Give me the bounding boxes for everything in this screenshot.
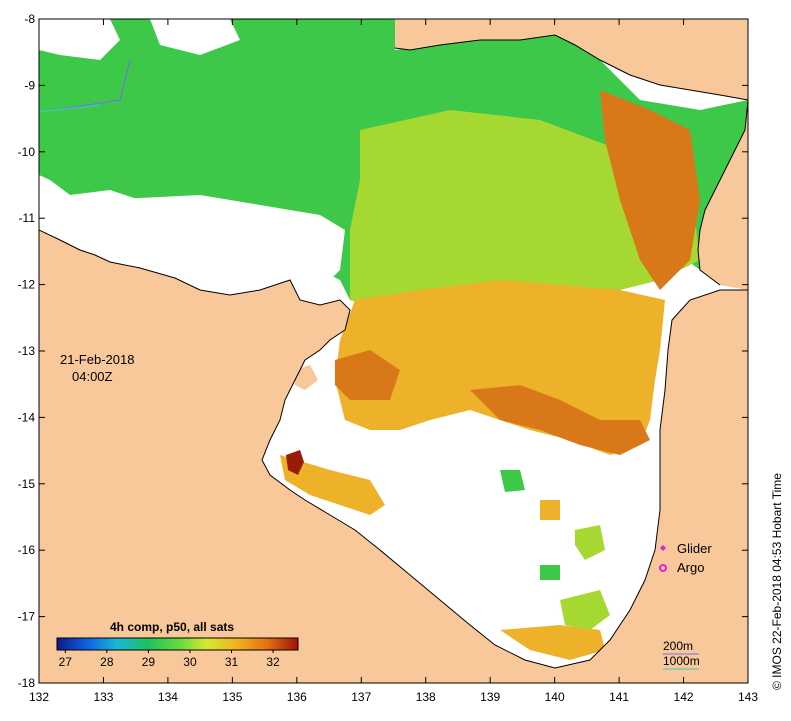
land-island-1: [295, 365, 318, 390]
x-axis: 132 133 134 135 136 137 138 139 140 141 142 143: [29, 19, 758, 704]
isobath-1000m: [39, 104, 101, 113]
land-northern-territory: [39, 230, 748, 683]
land: [39, 19, 748, 683]
x-tick-label: 132: [29, 690, 49, 704]
colorbar-ticks: 27 28 29 30 31 32: [59, 650, 280, 669]
sst-darkorange-coast: [335, 350, 400, 400]
glider-label: Glider: [677, 541, 712, 556]
colorbar-tick-label: 31: [225, 655, 239, 669]
colorbar-tick-label: 28: [100, 655, 114, 669]
coastline-cape-york: [697, 99, 748, 286]
time-label: 04:00Z: [72, 369, 113, 384]
y-tick-label: -11: [19, 211, 36, 225]
coastline: [39, 34, 748, 669]
cloud-gaps: [39, 19, 345, 300]
y-tick-label: -12: [18, 278, 36, 292]
y-tick-label: -13: [18, 344, 36, 358]
diamond-icon: [660, 545, 666, 551]
x-tick-label: 138: [416, 690, 436, 704]
colorbar-tick-label: 32: [266, 655, 280, 669]
colorbar: 4h comp, p50, all sats 27 28 29 30 31 32: [56, 620, 299, 669]
x-tick-label: 134: [158, 690, 178, 704]
colorbar-tick-label: 27: [59, 655, 73, 669]
x-tick-label: 137: [351, 690, 371, 704]
y-tick-label: -17: [18, 610, 36, 624]
y-axis: -8 -9 -10 -11 -12 -13 -14 -15 -16 -17 -18: [18, 12, 748, 690]
land-cape-york: [698, 100, 748, 290]
x-tick-label: 136: [287, 690, 307, 704]
sst-west-coast-patch: [280, 455, 385, 515]
y-tick-label: -18: [18, 676, 36, 690]
x-tick-label: 139: [480, 690, 500, 704]
coastline-nt: [39, 229, 748, 669]
marker-legend: Glider Argo: [659, 541, 712, 575]
sst-scattered-2: [575, 525, 605, 560]
sst-scattered-4: [500, 470, 525, 492]
argo-label: Argo: [677, 560, 704, 575]
coastline-new-guinea: [394, 34, 748, 101]
colorbar-gradient: [56, 637, 299, 651]
credit-text: © IMOS 22-Feb-2018 04:53 Hobart Time: [770, 473, 784, 690]
sst-red-spot: [286, 450, 304, 475]
x-tick-label: 133: [93, 690, 113, 704]
colorbar-title: 4h comp, p50, all sats: [110, 620, 234, 634]
x-tick-label: 143: [738, 690, 758, 704]
y-tick-label: -15: [18, 477, 36, 491]
isobath-200m-label: 200m: [663, 639, 693, 653]
y-tick-label: -10: [18, 145, 36, 159]
land-new-guinea: [395, 19, 748, 100]
sst-darkorange-mid: [470, 385, 650, 455]
cloud-gap-west: [95, 195, 345, 300]
map-plot: [39, 19, 748, 683]
date-label: 21-Feb-2018: [60, 352, 134, 367]
y-tick-label: -16: [18, 543, 36, 557]
x-tick-label: 135: [222, 690, 242, 704]
sst-darkorange-east: [600, 90, 700, 290]
y-tick-label: -8: [24, 12, 35, 26]
sst-south-green: [560, 590, 610, 630]
y-tick-label: -9: [24, 78, 35, 92]
ring-icon: [659, 564, 667, 572]
colorbar-tick-label: 30: [183, 655, 197, 669]
sst-south-tip: [500, 625, 605, 660]
isobath-200m: [54, 59, 131, 111]
x-tick-label: 140: [545, 690, 565, 704]
isobath-1000m-label: 1000m: [663, 654, 700, 668]
depth-legend: 200m 1000m: [663, 639, 700, 670]
sst-scattered-1: [540, 565, 560, 580]
cloud-gap-north: [150, 19, 240, 55]
colorbar-tick-label: 29: [142, 655, 156, 669]
x-tick-label: 142: [674, 690, 694, 704]
y-tick-label: -14: [18, 410, 36, 424]
sst-scattered-3: [540, 500, 560, 520]
cloud-gap-nw: [39, 19, 120, 60]
x-tick-label: 141: [609, 690, 629, 704]
